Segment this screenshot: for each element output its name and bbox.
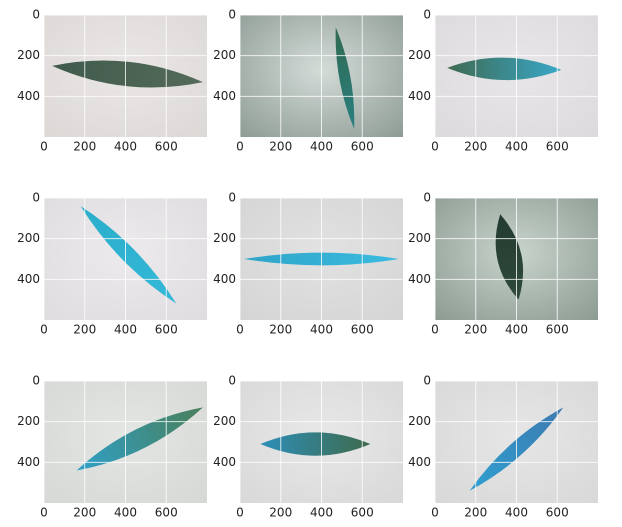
x-tick-label: 0 xyxy=(431,140,439,154)
y-tick-label: 200 xyxy=(408,414,431,428)
y-tick-label: 400 xyxy=(213,89,236,103)
y-tick-label: 400 xyxy=(408,89,431,103)
x-tick-label: 0 xyxy=(236,140,244,154)
y-tick-label: 200 xyxy=(408,231,431,245)
x-tick-label: 600 xyxy=(155,506,178,520)
x-tick-label: 600 xyxy=(546,140,569,154)
x-tick-label: 600 xyxy=(155,323,178,337)
y-tick-label: 400 xyxy=(408,455,431,469)
y-tick-label: 0 xyxy=(32,8,40,22)
subplot: 0 200 400 600 0 200 400 xyxy=(408,8,598,154)
x-tick-label: 200 xyxy=(73,506,96,520)
x-tick-label: 200 xyxy=(269,506,292,520)
x-tick-label: 0 xyxy=(431,323,439,337)
x-tick-label: 0 xyxy=(40,323,48,337)
y-tick-label: 400 xyxy=(17,272,40,286)
x-tick-label: 200 xyxy=(73,323,96,337)
x-tick-label: 200 xyxy=(464,323,487,337)
y-tick-label: 400 xyxy=(213,272,236,286)
leaf xyxy=(76,407,203,471)
x-tick-label: 400 xyxy=(505,323,528,337)
y-tick-label: 0 xyxy=(423,374,431,388)
y-tick-label: 0 xyxy=(32,191,40,205)
y-tick-label: 400 xyxy=(17,455,40,469)
y-tick-label: 200 xyxy=(213,48,236,62)
x-tick-label: 400 xyxy=(505,140,528,154)
x-tick-label: 400 xyxy=(310,323,333,337)
y-tick-label: 0 xyxy=(228,191,236,205)
x-tick-label: 600 xyxy=(546,506,569,520)
y-tick-label: 0 xyxy=(423,8,431,22)
x-tick-label: 0 xyxy=(236,506,244,520)
y-tick-label: 0 xyxy=(228,8,236,22)
y-tick-label: 0 xyxy=(32,374,40,388)
x-tick-label: 400 xyxy=(310,506,333,520)
subplot: 0 200 400 600 0 200 400 xyxy=(408,374,598,520)
subplot: 0 200 400 600 0 200 400 xyxy=(213,8,403,154)
y-tick-label: 400 xyxy=(17,89,40,103)
y-tick-label: 200 xyxy=(213,231,236,245)
x-tick-label: 400 xyxy=(505,506,528,520)
subplot: 0 200 400 600 0 200 400 xyxy=(408,191,598,337)
subplot: 0 200 400 600 0 200 400 xyxy=(17,8,207,154)
x-tick-label: 200 xyxy=(464,140,487,154)
subplot: 0 200 400 600 0 200 400 xyxy=(17,374,207,520)
y-tick-label: 200 xyxy=(17,231,40,245)
x-tick-label: 0 xyxy=(431,506,439,520)
x-tick-label: 400 xyxy=(310,140,333,154)
y-tick-label: 200 xyxy=(213,414,236,428)
y-tick-label: 0 xyxy=(228,374,236,388)
x-tick-label: 400 xyxy=(114,323,137,337)
y-tick-label: 0 xyxy=(423,191,431,205)
leaf xyxy=(260,432,371,456)
y-tick-label: 200 xyxy=(17,48,40,62)
x-tick-label: 200 xyxy=(464,506,487,520)
x-tick-label: 200 xyxy=(269,323,292,337)
subplot: 0 200 400 600 0 200 400 xyxy=(213,374,403,520)
x-tick-label: 400 xyxy=(114,506,137,520)
leaf xyxy=(335,27,355,129)
y-tick-label: 200 xyxy=(17,414,40,428)
y-tick-label: 400 xyxy=(213,455,236,469)
x-tick-label: 200 xyxy=(73,140,96,154)
leaf xyxy=(52,60,203,88)
subplot: 0 200 400 600 0 200 400 xyxy=(17,191,207,337)
x-tick-label: 0 xyxy=(236,323,244,337)
x-tick-label: 600 xyxy=(351,140,374,154)
x-tick-label: 0 xyxy=(40,506,48,520)
x-tick-label: 400 xyxy=(114,140,137,154)
x-tick-label: 200 xyxy=(269,140,292,154)
subplot: 0 200 400 600 0 200 400 xyxy=(213,191,403,337)
x-tick-label: 600 xyxy=(546,323,569,337)
x-tick-label: 0 xyxy=(40,140,48,154)
y-tick-label: 400 xyxy=(408,272,431,286)
y-tick-label: 200 xyxy=(408,48,431,62)
x-tick-label: 600 xyxy=(351,323,374,337)
x-tick-label: 600 xyxy=(351,506,374,520)
x-tick-label: 600 xyxy=(155,140,178,154)
